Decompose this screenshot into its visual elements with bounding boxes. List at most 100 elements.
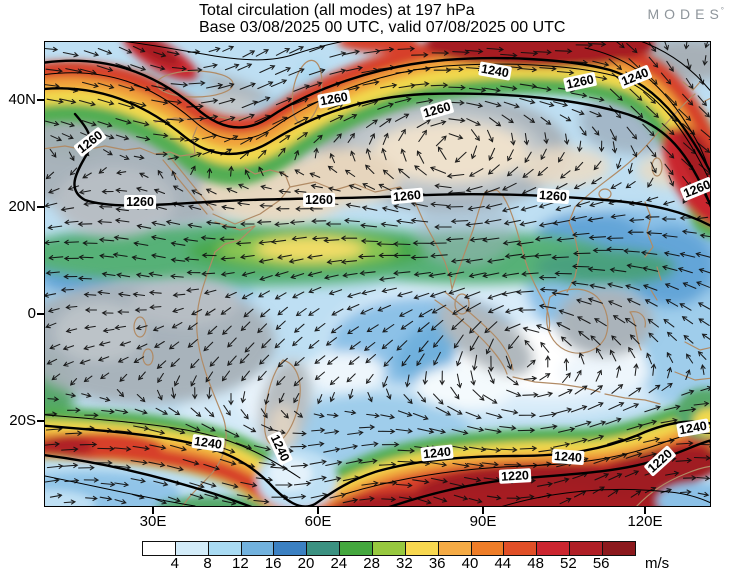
colorbar-boundary-label: 36 [428,555,446,572]
contour-label-1260: 1260 [390,187,424,205]
borneo [546,288,609,354]
java [512,376,601,393]
colorbar-boundary-label: 56 [592,555,610,572]
contour-1220-south-right [388,439,710,506]
x-axis-tick-label: 120E [627,513,663,530]
contour-label-1260: 1260 [679,176,710,202]
contour-label-1240: 1240 [617,64,653,90]
x-axis-tick-label: 30E [139,513,167,530]
coast-korea-japan [682,81,710,103]
modes-logo: MODES° [647,6,724,22]
y-axis-tick-label: 40N [8,91,36,108]
map-canvas [45,42,710,506]
colorbar-boundary-label: 4 [170,555,179,572]
contour-thin [45,414,301,479]
colorbar-segment [504,542,538,555]
coast-vietnam [566,206,580,293]
contour-label-1260: 1260 [73,126,107,158]
colorbar-boundary-label: 20 [297,555,315,572]
colorbar-boundary-label: 28 [363,555,380,572]
horn-of-africa [214,221,256,253]
chart-subtitle: Base 03/08/2025 00 UTC, valid 07/08/2025… [199,19,566,36]
colorbar-boundary-label: 24 [330,555,348,572]
halmahera-newguinea [674,341,710,381]
taiwan [651,157,663,177]
colorbar-boundary-label: 44 [494,555,512,572]
contour-1260-mid [73,112,710,227]
coast-burma-malay [502,195,551,331]
colorbar-boundary-label: 52 [560,555,577,572]
modes-logo-mark: ° [720,6,724,16]
colorbar-segment [471,542,505,555]
y-axis-tick [37,420,45,422]
x-axis-tick [644,507,646,514]
colorbar-segment [143,542,176,555]
contour-label-1240: 1240 [551,448,585,466]
y-axis-tick [37,313,45,315]
x-axis-tick [482,507,484,514]
colorbar-segment [175,542,209,555]
contour-label-1260: 1260 [124,195,156,209]
colorbar-boundary-label: 16 [264,555,282,572]
contour-label-1240: 1240 [266,430,294,466]
contour-label-1240: 1240 [191,433,225,453]
coast-east-africa [182,251,227,506]
contour-label-1240: 1240 [478,61,512,81]
colorbar-segment [208,542,242,555]
x-axis-tick-label: 60E [304,513,332,530]
contour-thin [45,475,196,506]
contour-thin [502,488,710,506]
x-axis-tick [317,507,319,514]
colorbar-segment [274,542,308,555]
philippines [644,201,662,301]
y-axis-tick-label: 0 [27,305,36,322]
contour-label-1220: 1220 [643,445,677,477]
coast-china [574,93,696,208]
contour-thin [124,42,710,92]
contour-label-1260: 1260 [317,89,351,109]
x-axis-tick [152,507,154,514]
y-axis-tick-label: 20N [8,198,36,215]
chart-title-block: Total circulation (all modes) at 197 hPa… [199,2,565,36]
colorbar-segment [438,542,472,555]
colorbar-boundary-label: 32 [396,555,413,572]
colorbar-boundary-label: 48 [527,555,544,572]
contour-label-1240: 1240 [420,444,454,462]
contour-label-1260: 1260 [536,187,570,205]
lake-victoria [133,316,147,338]
colorbar-segment [340,542,374,555]
coast-anatolia [154,115,251,123]
colorbar-segment [373,542,406,555]
contour-label-1260: 1260 [562,71,598,93]
colorbar-segment [570,542,604,555]
y-axis-tick [37,99,45,101]
colorbar-segment [405,542,439,555]
contour-1220-south-left [45,454,253,506]
colorbar-segment [241,542,275,555]
contour-thin [584,47,710,174]
colorbar-boundary-label: 40 [461,555,479,572]
colorbar-units: m/s [645,555,670,572]
y-axis-tick-label: 20S [9,412,36,429]
y-axis-tick [37,206,45,208]
lesser-sunda [604,393,661,405]
contour-label-1260: 1260 [419,98,455,122]
contour-label-1220: 1220 [498,468,532,484]
colorbar-segment [307,542,341,555]
australia-northwest [636,465,710,506]
sulawesi [629,311,646,351]
x-axis-tick-label: 90E [469,513,497,530]
modes-logo-text: MODES [647,6,724,22]
colorbar [142,541,636,556]
colorbar-segment [537,542,571,555]
wind-vectors [45,42,710,506]
coast-iran-makran [289,181,401,193]
coast-levant [192,126,198,155]
contour-label-1260: 1260 [303,193,335,207]
sumatra [434,291,514,375]
colorbar-boundary-label: 12 [232,555,249,572]
map-plot-area: 1260 1260 1260 1260 1260 1260 1260 1260 1260 1240… [44,41,711,507]
sri-lanka [454,293,470,315]
colorbar-boundary-label: 8 [203,555,212,572]
